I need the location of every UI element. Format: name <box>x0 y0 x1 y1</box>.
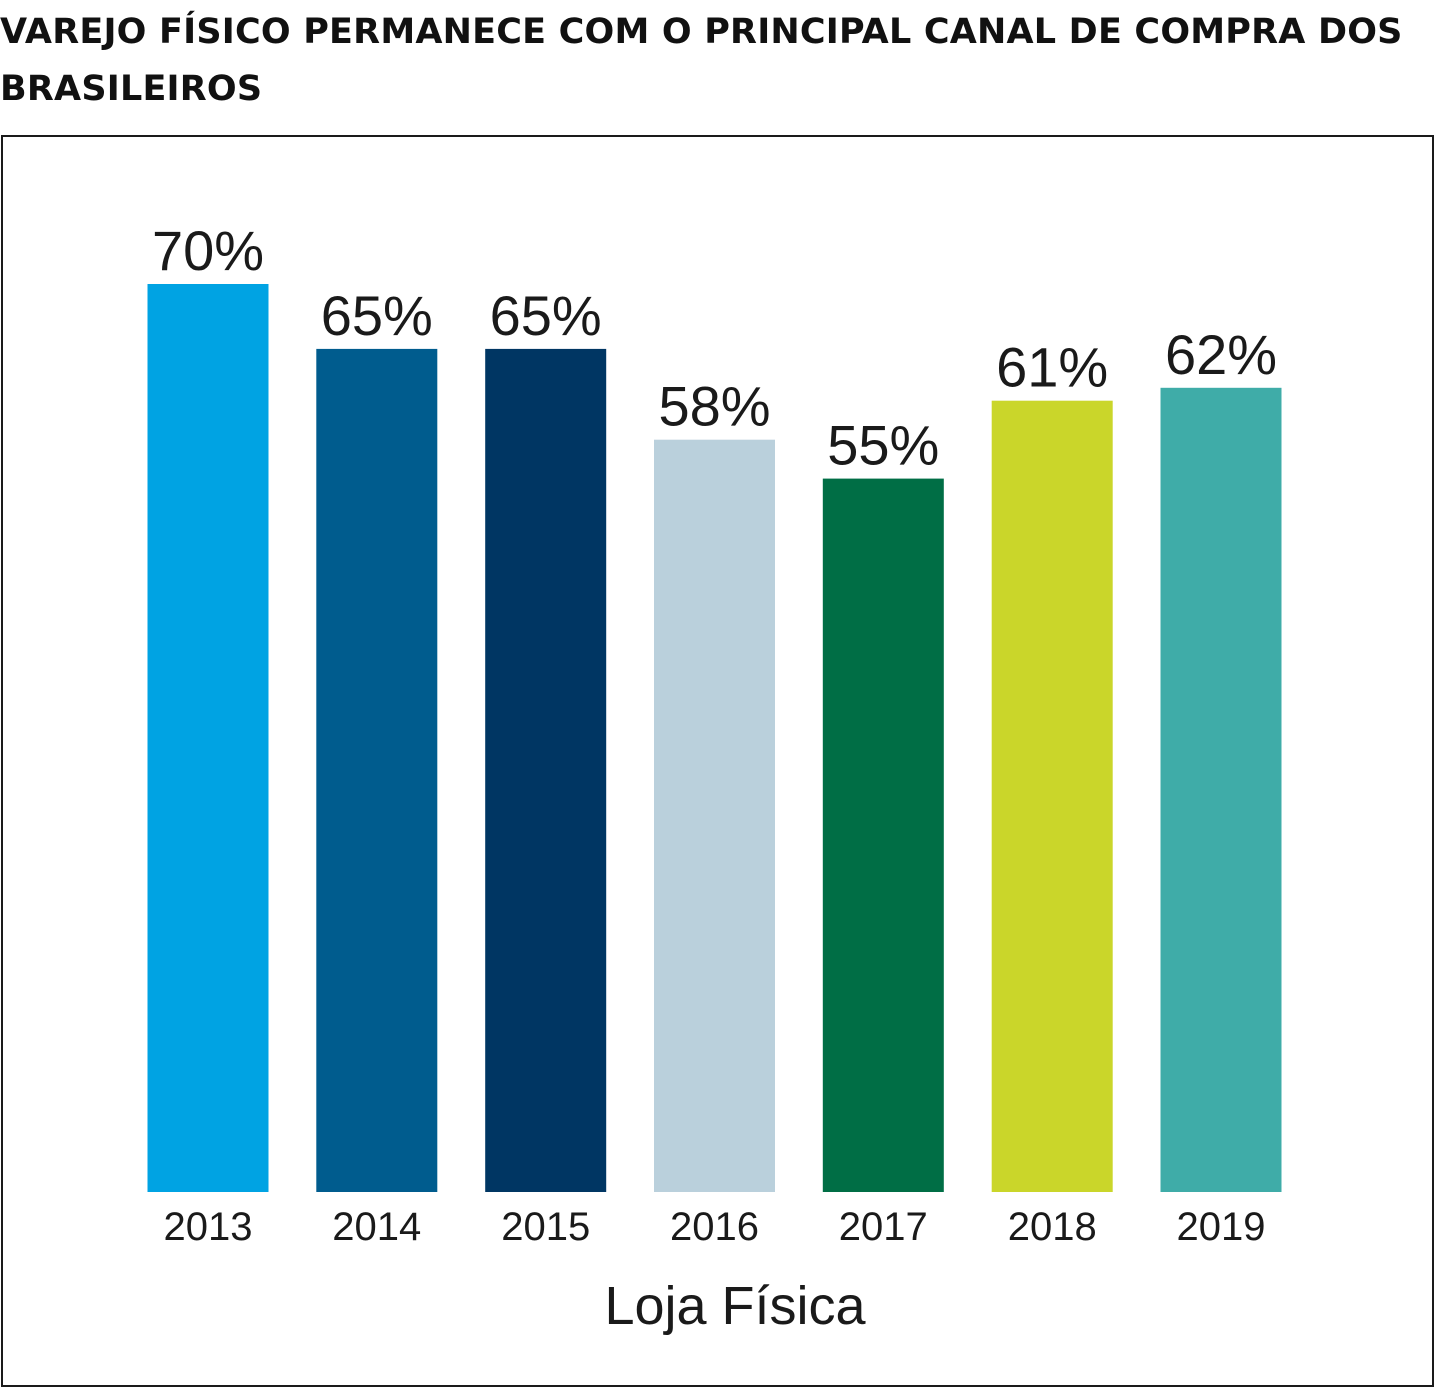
bars-group <box>147 284 1282 1193</box>
value-label-2014: 65% <box>321 284 433 347</box>
value-label-2019: 62% <box>1165 323 1277 386</box>
bar-2014 <box>316 348 438 1192</box>
bar-2019 <box>1160 387 1282 1192</box>
bar-2013 <box>147 284 269 1192</box>
x-tick-label-2015: 2015 <box>501 1205 590 1249</box>
bar-2018 <box>991 400 1113 1192</box>
chart-title: VAREJO FÍSICO PERMANECE COM O PRINCIPAL … <box>0 12 1403 109</box>
bar-2017 <box>822 478 944 1193</box>
title-block: VAREJO FÍSICO PERMANECE COM O PRINCIPAL … <box>0 4 1453 118</box>
x-tick-labels-group: 2013 2014 2015 2016 2017 2018 2019 <box>164 1205 1266 1249</box>
x-tick-label-2017: 2017 <box>839 1205 928 1249</box>
x-tick-label-2019: 2019 <box>1177 1205 1266 1249</box>
x-tick-label-2014: 2014 <box>332 1205 421 1249</box>
x-tick-label-2013: 2013 <box>164 1205 253 1249</box>
bar-2016 <box>654 439 775 1192</box>
x-tick-label-2016: 2016 <box>670 1205 759 1249</box>
x-tick-label-2018: 2018 <box>1008 1205 1097 1249</box>
value-label-2018: 61% <box>996 336 1108 399</box>
value-label-2017: 55% <box>827 414 939 477</box>
value-label-2016: 58% <box>658 375 770 438</box>
x-axis-label: Loja Física <box>604 1276 866 1336</box>
value-label-2015: 65% <box>490 284 602 347</box>
value-label-2013: 70% <box>152 219 264 282</box>
bar-2015 <box>485 348 607 1192</box>
chart-frame <box>1 135 1434 1387</box>
value-labels-group: 70% 65% 65% 58% 55% 61% 62% <box>152 219 1277 477</box>
